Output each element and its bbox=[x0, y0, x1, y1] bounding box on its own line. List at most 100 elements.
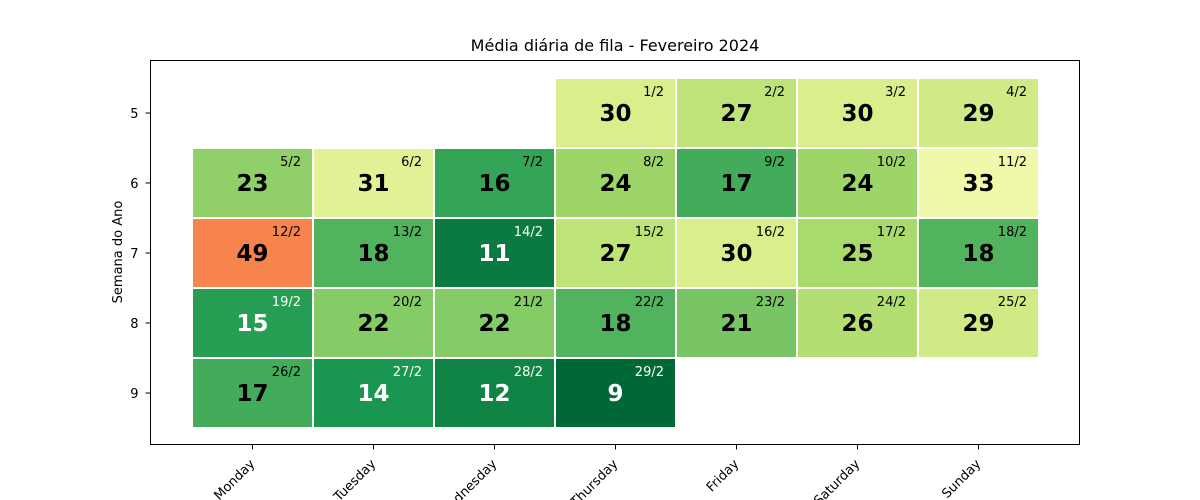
heatmap-cell-rect bbox=[554, 357, 677, 429]
y-tick-label: 9 bbox=[130, 387, 138, 402]
chart-title: Média diária de fila - Fevereiro 2024 bbox=[471, 36, 760, 55]
cell-date-label: 28/2 bbox=[514, 365, 543, 380]
heatmap-cell-rect bbox=[554, 287, 677, 359]
heatmap-cell-rect bbox=[675, 217, 798, 289]
cell-value-label: 18 bbox=[357, 241, 389, 267]
heatmap-cell: 4/2 29 bbox=[917, 77, 1040, 149]
heatmap-cell: 23/2 21 bbox=[675, 287, 798, 359]
cell-value-label: 24 bbox=[599, 171, 631, 197]
cell-date-label: 7/2 bbox=[522, 155, 543, 170]
heatmap-cell: 19/2 15 bbox=[191, 287, 314, 359]
cell-date-label: 23/2 bbox=[756, 295, 785, 310]
x-tick-label: Monday bbox=[211, 457, 258, 500]
x-tick-label: Saturday bbox=[811, 457, 863, 500]
heatmap-cell-rect bbox=[312, 287, 435, 359]
cell-value-label: 17 bbox=[720, 171, 752, 197]
heatmap-cell-rect bbox=[191, 287, 314, 359]
heatmap-cell: 10/2 24 bbox=[796, 147, 919, 219]
cell-value-label: 30 bbox=[720, 241, 752, 267]
heatmap-cell: 21/2 22 bbox=[433, 287, 556, 359]
heatmap-cell-rect bbox=[433, 217, 556, 289]
cell-value-label: 33 bbox=[962, 171, 994, 197]
cell-date-label: 29/2 bbox=[635, 365, 664, 380]
cell-value-label: 22 bbox=[478, 311, 510, 337]
x-axis: Monday Tuesday Wednesday Thursday Friday Satu… bbox=[211, 444, 985, 500]
cell-date-label: 2/2 bbox=[764, 85, 785, 100]
y-axis: 5 6 7 8 9 bbox=[130, 107, 151, 402]
cell-value-label: 27 bbox=[599, 241, 631, 267]
cell-date-label: 11/2 bbox=[998, 155, 1027, 170]
y-tick-label: 8 bbox=[130, 317, 138, 332]
heatmap-cell-rect bbox=[554, 77, 677, 149]
cell-date-label: 1/2 bbox=[643, 85, 664, 100]
cell-date-label: 18/2 bbox=[998, 225, 1027, 240]
heatmap-cell: 18/2 18 bbox=[917, 217, 1040, 289]
heatmap-cell: 26/2 17 bbox=[191, 357, 314, 429]
y-tick-label: 5 bbox=[130, 107, 138, 122]
heatmap-cell: 2/2 27 bbox=[675, 77, 798, 149]
heatmap-cell: 9/2 17 bbox=[675, 147, 798, 219]
cell-date-label: 19/2 bbox=[272, 295, 301, 310]
cell-value-label: 27 bbox=[720, 101, 752, 127]
cell-value-label: 21 bbox=[720, 311, 752, 337]
heatmap-cell-rect bbox=[796, 217, 919, 289]
heatmap-cell-rect bbox=[917, 287, 1040, 359]
cell-date-label: 27/2 bbox=[393, 365, 422, 380]
cell-date-label: 20/2 bbox=[393, 295, 422, 310]
heatmap-cell: 17/2 25 bbox=[796, 217, 919, 289]
cell-value-label: 12 bbox=[478, 381, 510, 407]
x-tick-label: Wednesday bbox=[437, 457, 501, 500]
heatmap-cell: 24/2 26 bbox=[796, 287, 919, 359]
cell-value-label: 17 bbox=[236, 381, 268, 407]
x-tick-label: Friday bbox=[704, 457, 743, 496]
cell-value-label: 14 bbox=[357, 381, 389, 407]
cell-date-label: 8/2 bbox=[643, 155, 664, 170]
cell-value-label: 18 bbox=[962, 241, 994, 267]
cell-date-label: 25/2 bbox=[998, 295, 1027, 310]
cell-value-label: 23 bbox=[236, 171, 268, 197]
cell-date-label: 5/2 bbox=[280, 155, 301, 170]
heatmap-cell-rect bbox=[433, 287, 556, 359]
heatmap-cell: 6/2 31 bbox=[312, 147, 435, 219]
cell-value-label: 30 bbox=[599, 101, 631, 127]
cell-value-label: 25 bbox=[841, 241, 873, 267]
cell-value-label: 15 bbox=[236, 311, 268, 337]
heatmap-cell: 22/2 18 bbox=[554, 287, 677, 359]
heatmap-cell: 13/2 18 bbox=[312, 217, 435, 289]
heatmap-cell: 7/2 16 bbox=[433, 147, 556, 219]
cell-value-label: 26 bbox=[841, 311, 873, 337]
x-tick-label: Thursday bbox=[567, 457, 621, 500]
heatmap-cell-rect bbox=[191, 217, 314, 289]
cell-date-label: 3/2 bbox=[885, 85, 906, 100]
cell-date-label: 17/2 bbox=[877, 225, 906, 240]
heatmap-cell: 8/2 24 bbox=[554, 147, 677, 219]
cell-date-label: 4/2 bbox=[1006, 85, 1027, 100]
heatmap-cell-rect bbox=[312, 147, 435, 219]
cell-date-label: 10/2 bbox=[877, 155, 906, 170]
heatmap-cells: 1/2 30 2/2 27 3/2 30 4/2 29 5/2 23 6/2 31 7/2 16 8/2 24… bbox=[191, 77, 1040, 429]
heatmap-cell: 5/2 23 bbox=[191, 147, 314, 219]
heatmap-cell: 25/2 29 bbox=[917, 287, 1040, 359]
heatmap-cell-rect bbox=[433, 357, 556, 429]
heatmap-cell: 14/2 11 bbox=[433, 217, 556, 289]
cell-value-label: 29 bbox=[962, 311, 994, 337]
heatmap-cell-rect bbox=[675, 287, 798, 359]
cell-date-label: 16/2 bbox=[756, 225, 785, 240]
heatmap-cell-rect bbox=[917, 217, 1040, 289]
heatmap-cell-rect bbox=[675, 77, 798, 149]
heatmap-cell: 15/2 27 bbox=[554, 217, 677, 289]
cell-value-label: 24 bbox=[841, 171, 873, 197]
cell-value-label: 11 bbox=[478, 241, 510, 267]
cell-value-label: 16 bbox=[478, 171, 510, 197]
cell-date-label: 26/2 bbox=[272, 365, 301, 380]
cell-date-label: 15/2 bbox=[635, 225, 664, 240]
cell-value-label: 18 bbox=[599, 311, 631, 337]
cell-date-label: 12/2 bbox=[272, 225, 301, 240]
heatmap-cell-rect bbox=[917, 77, 1040, 149]
heatmap-cell: 27/2 14 bbox=[312, 357, 435, 429]
cell-value-label: 9 bbox=[607, 381, 623, 407]
heatmap-cell: 12/2 49 bbox=[191, 217, 314, 289]
heatmap-cell: 28/2 12 bbox=[433, 357, 556, 429]
heatmap-cell: 16/2 30 bbox=[675, 217, 798, 289]
